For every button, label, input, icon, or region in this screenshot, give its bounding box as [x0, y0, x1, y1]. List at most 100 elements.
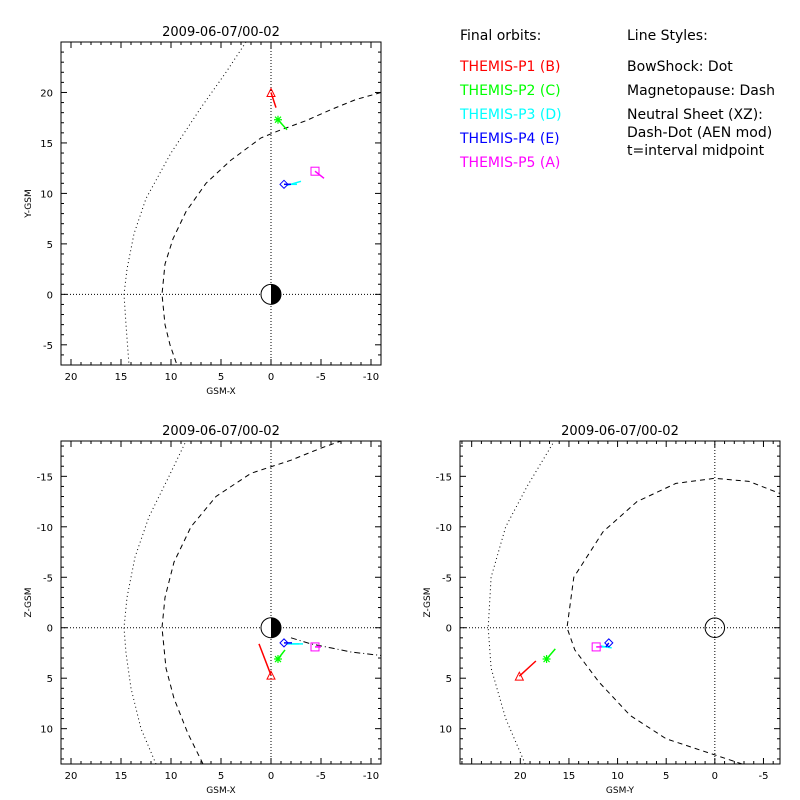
x-axis-label: GSM-Y: [606, 786, 635, 796]
y-tick-label: -15: [37, 472, 53, 483]
y-tick-label: -5: [43, 341, 53, 352]
x-tick-label: 10: [165, 771, 178, 782]
orbit-legend-item: THEMIS-P1 (B): [459, 59, 560, 75]
x-tick-label: -5: [758, 771, 768, 782]
x-axis-label: GSM-X: [206, 387, 235, 397]
probe-track: [270, 92, 277, 108]
probe-marker: [279, 179, 289, 190]
probe-p4: [279, 179, 291, 190]
probe-p5: [591, 642, 602, 652]
y-tick-label: 20: [40, 88, 53, 99]
y-tick-label: -10: [436, 523, 452, 534]
y-tick-label: 0: [47, 290, 53, 301]
bowshock-curve: [123, 441, 187, 764]
y-axis-label: Z-GSM: [24, 587, 34, 617]
orbits-legend-title: Final orbits:: [460, 28, 541, 44]
probe-p2: [274, 115, 288, 131]
x-tick-label: 20: [514, 771, 527, 782]
probe-p1: [266, 87, 277, 108]
probe-marker: [542, 655, 551, 664]
neutral-sheet-curve: [290, 637, 381, 656]
x-tick-label: 10: [165, 372, 178, 383]
panel-xz: 2009-06-07/00-02 GSM-X Z-GSM 20 15 10 5 0 -5 -10 1…: [24, 424, 382, 796]
y-tick-label: 10: [40, 725, 53, 736]
earth-night-side: [271, 284, 281, 305]
probe-p5: [310, 642, 321, 652]
probe-marker: [274, 655, 282, 664]
y-tick-label: 15: [40, 139, 53, 150]
plot-area: [61, 441, 381, 764]
x-tick-label: 0: [712, 771, 718, 782]
y-tick-label: -15: [436, 472, 452, 483]
probe-marker: [514, 671, 525, 681]
x-tick-label: -5: [316, 771, 326, 782]
magnetopause-curve: [566, 477, 780, 764]
x-tick-label: 15: [563, 771, 576, 782]
plot-frame: [60, 41, 382, 366]
line-style-legend-item: BowShock: Dot: [627, 59, 733, 75]
panel-title: 2009-06-07/00-02: [162, 424, 280, 439]
x-tick-label: 10: [611, 771, 624, 782]
bowshock-curve: [487, 441, 555, 764]
panel-yz: 2009-06-07/00-02 GSM-Y Z-GSM 20 15 10 5 0 -5 10 5 0…: [423, 424, 781, 796]
probe-p4: [279, 638, 292, 648]
orbit-legend-item: THEMIS-P5 (A): [459, 155, 560, 171]
probe-p2: [542, 648, 556, 664]
x-tick-label: 20: [65, 771, 78, 782]
probe-marker: [266, 670, 276, 680]
y-tick-label: 5: [446, 674, 452, 685]
probe-marker: [310, 642, 320, 652]
line-style-legend-item: Dash-Dot (AEN mod): [627, 125, 772, 141]
probe-track: [518, 660, 537, 677]
x-tick-label: -5: [316, 372, 326, 383]
probe-marker: [274, 115, 282, 124]
y-tick-label: -5: [442, 573, 452, 584]
probe-marker: [310, 166, 320, 176]
panel-xy: 2009-06-07/00-02 GSM-X Y-GSM 20 15 10 5 0 -5 -10 -…: [24, 25, 382, 397]
orbit-legend-item: THEMIS-P4 (E): [459, 131, 560, 147]
orbit-legend-item: THEMIS-P3 (D): [459, 107, 562, 123]
probe-p1: [258, 643, 276, 680]
panel-title: 2009-06-07/00-02: [561, 424, 679, 439]
x-tick-label: 5: [663, 771, 669, 782]
plot-area: [61, 42, 381, 365]
x-tick-label: 5: [218, 372, 224, 383]
y-tick-label: -10: [37, 523, 53, 534]
y-tick-label: 10: [40, 189, 53, 200]
plot-area: [460, 441, 780, 764]
magnetopause-curve: [161, 441, 342, 764]
x-tick-label: -10: [363, 771, 379, 782]
earth-icon: [704, 617, 726, 638]
x-tick-label: 15: [115, 372, 128, 383]
probe-track: [258, 643, 272, 676]
line-style-legend-item: Magnetopause: Dash: [627, 83, 775, 99]
magnetopause-curve: [161, 92, 381, 365]
x-tick-label: 5: [218, 771, 224, 782]
x-tick-label: -10: [363, 372, 379, 383]
probe-marker: [279, 638, 289, 648]
probe-p2: [274, 649, 286, 664]
probe-marker: [266, 87, 276, 97]
x-axis-label: GSM-X: [206, 786, 235, 796]
line-style-legend-item: t=interval midpoint: [627, 143, 765, 159]
probe-marker: [604, 638, 614, 648]
earth-night-side: [271, 617, 281, 638]
y-axis-label: Y-GSM: [24, 189, 34, 218]
y-tick-label: 5: [47, 240, 53, 251]
probe-p5: [310, 166, 325, 179]
x-tick-label: 0: [268, 372, 274, 383]
probe-p4: [604, 638, 614, 648]
bowshock-curve: [123, 42, 247, 365]
y-tick-label: -5: [43, 573, 53, 584]
plot-frame: [459, 440, 781, 765]
y-tick-label: 0: [47, 624, 53, 635]
y-tick-label: 5: [47, 674, 53, 685]
panel-title: 2009-06-07/00-02: [162, 25, 280, 40]
y-tick-label: 0: [446, 624, 452, 635]
plot-frame: [60, 440, 382, 765]
probe-p1: [514, 660, 537, 681]
y-tick-label: 10: [439, 725, 452, 736]
x-tick-label: 0: [268, 771, 274, 782]
x-tick-label: 20: [65, 372, 78, 383]
